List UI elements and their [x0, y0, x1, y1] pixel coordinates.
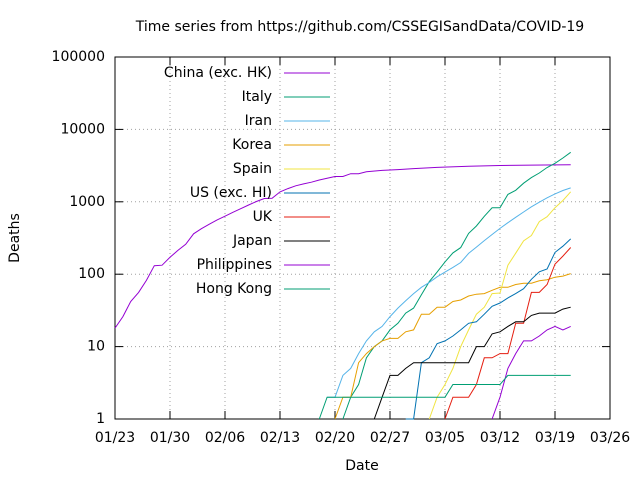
series-line — [373, 306, 571, 420]
x-tick-label: 03/26 — [590, 430, 630, 446]
legend-label: Philippines — [197, 257, 272, 273]
series-line — [334, 273, 571, 420]
legend-label: Japan — [232, 233, 272, 249]
legend-label: Hong Kong — [196, 281, 272, 297]
y-axis-label: Deaths — [7, 213, 23, 263]
series-line — [405, 238, 572, 420]
legend-label: US (exc. HI) — [190, 185, 272, 201]
y-tick-label: 1 — [96, 411, 105, 427]
x-axis-label: Date — [345, 458, 378, 474]
legend-label: Iran — [245, 113, 272, 129]
x-tick-label: 01/30 — [150, 430, 190, 446]
x-tick-label: 03/12 — [480, 430, 520, 446]
x-tick-label: 02/13 — [260, 430, 300, 446]
y-tick-label: 10000 — [60, 121, 105, 137]
x-tick-label: 02/06 — [205, 430, 245, 446]
legend-label: UK — [253, 209, 273, 225]
y-tick-label: 1000 — [69, 194, 105, 210]
y-tick-label: 100000 — [52, 49, 105, 65]
series-line — [428, 191, 572, 420]
x-tick-label: 02/20 — [315, 430, 355, 446]
series-line — [318, 374, 571, 420]
y-tick-label: 10 — [87, 339, 105, 355]
x-tick-label: 03/05 — [425, 430, 465, 446]
legend-label: China (exc. HK) — [164, 65, 272, 81]
series-line — [114, 164, 571, 329]
legend-label: Korea — [232, 137, 272, 153]
plot-frame — [114, 56, 611, 420]
x-tick-label: 02/27 — [370, 430, 410, 446]
series-line — [444, 247, 572, 420]
chart-title: Time series from https://github.com/CSSE… — [135, 19, 584, 35]
y-tick-label: 100 — [78, 266, 105, 282]
series-line — [327, 187, 571, 398]
x-tick-label: 01/23 — [95, 430, 135, 446]
legend-label: Spain — [233, 161, 272, 177]
legend-label: Italy — [242, 89, 272, 105]
x-tick-label: 03/19 — [535, 430, 575, 446]
